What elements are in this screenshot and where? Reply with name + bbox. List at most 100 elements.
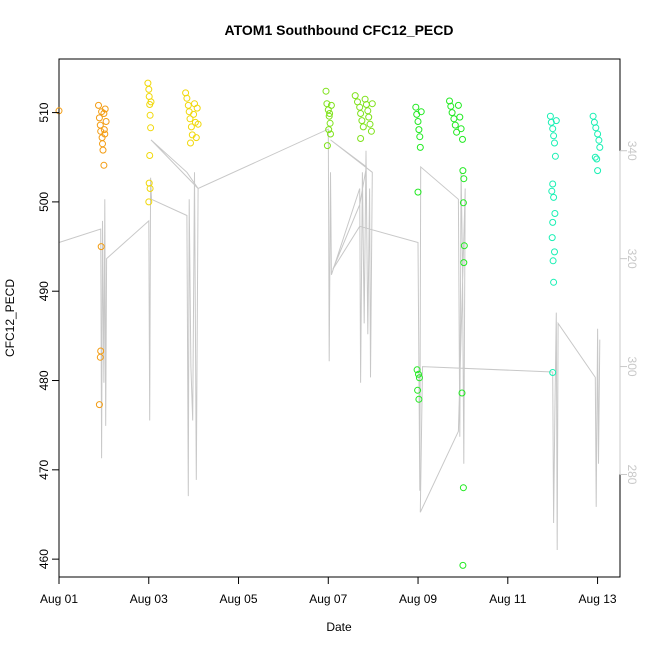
right-tick-label: 300: [625, 357, 639, 377]
data-point: [460, 242, 468, 250]
y-tick-label: 460: [37, 549, 51, 569]
data-point: [591, 153, 599, 161]
data-point: [549, 257, 557, 265]
x-tick-label: Aug 01: [40, 592, 78, 606]
data-point: [457, 125, 465, 133]
data-point: [448, 109, 456, 117]
data-point: [549, 369, 557, 376]
data-point: [450, 115, 458, 123]
data-point: [97, 243, 105, 251]
y-axis: 460 470 480 490 500 510: [37, 102, 60, 569]
data-point: [326, 119, 334, 127]
data-point: [147, 98, 155, 106]
trace-layer: [58, 128, 601, 551]
data-point: [367, 127, 375, 135]
data-point: [592, 124, 600, 132]
data-point: [413, 110, 421, 118]
data-point: [146, 111, 154, 119]
data-point: [184, 101, 192, 109]
data-point: [95, 114, 103, 122]
data-point: [548, 187, 556, 195]
data-point: [185, 108, 193, 116]
data-point: [414, 188, 422, 196]
y-axis-label: CFC12_PECD: [3, 279, 17, 357]
x-tick-label: Aug 07: [309, 592, 347, 606]
y-tick-label: 480: [37, 370, 51, 390]
data-point: [190, 110, 198, 118]
data-point: [99, 140, 106, 148]
x-tick-label: Aug 11: [489, 592, 526, 606]
data-point: [100, 161, 108, 169]
y-tick-label: 490: [37, 281, 51, 301]
points-layer: [55, 79, 604, 569]
data-point: [368, 100, 376, 108]
data-point: [412, 103, 420, 111]
data-point: [147, 124, 155, 132]
data-point: [359, 123, 367, 131]
data-point: [417, 108, 425, 116]
data-point: [357, 110, 365, 117]
data-point: [187, 139, 194, 147]
data-point: [351, 92, 359, 100]
data-point: [187, 123, 195, 131]
data-point: [415, 374, 423, 382]
data-point: [325, 112, 333, 120]
x-tick-label: Aug 03: [130, 592, 168, 606]
data-point: [102, 118, 110, 125]
data-point: [145, 85, 153, 93]
data-point: [146, 152, 154, 159]
data-point: [358, 117, 366, 125]
chart-title: ATOM1 Southbound CFC12_PECD: [225, 22, 454, 38]
data-point: [415, 126, 423, 134]
data-point: [459, 199, 467, 207]
data-point: [460, 175, 468, 183]
data-point: [414, 118, 422, 125]
data-point: [364, 107, 372, 115]
right-axis: 280 300 320 340: [619, 141, 639, 485]
data-point: [413, 366, 421, 374]
data-point: [415, 395, 423, 403]
data-point: [99, 146, 107, 154]
y-tick-label: 510: [37, 102, 51, 122]
data-point: [550, 278, 558, 286]
data-point: [366, 120, 374, 128]
data-point: [551, 152, 559, 160]
right-tick-label: 320: [625, 249, 639, 269]
data-point: [357, 135, 365, 142]
data-point: [459, 561, 467, 569]
data-point: [453, 128, 461, 136]
data-point: [96, 353, 104, 361]
data-point: [594, 167, 602, 175]
data-point: [95, 401, 103, 409]
data-point: [146, 185, 154, 192]
data-point: [595, 136, 603, 144]
data-point: [596, 143, 604, 151]
trace-line: [58, 128, 601, 551]
data-point: [323, 142, 331, 150]
data-point: [191, 100, 198, 108]
x-tick-label: Aug 05: [219, 592, 257, 606]
data-point: [549, 125, 557, 133]
data-point: [416, 143, 424, 151]
data-point: [322, 87, 330, 95]
data-point: [589, 112, 597, 120]
data-point: [447, 102, 455, 110]
data-point: [414, 386, 422, 394]
data-point: [551, 139, 558, 147]
right-tick-label: 340: [625, 141, 639, 161]
data-point: [193, 104, 201, 112]
data-point: [456, 113, 464, 121]
data-point: [95, 101, 102, 109]
data-point: [549, 180, 557, 188]
data-point: [327, 130, 334, 138]
data-point: [460, 259, 468, 267]
x-axis-label: Date: [326, 620, 352, 634]
data-point: [551, 210, 559, 217]
data-point: [458, 389, 466, 397]
data-point: [101, 130, 109, 138]
data-point: [145, 198, 153, 206]
data-point: [101, 105, 109, 113]
data-point: [100, 126, 108, 134]
data-point: [183, 94, 191, 102]
